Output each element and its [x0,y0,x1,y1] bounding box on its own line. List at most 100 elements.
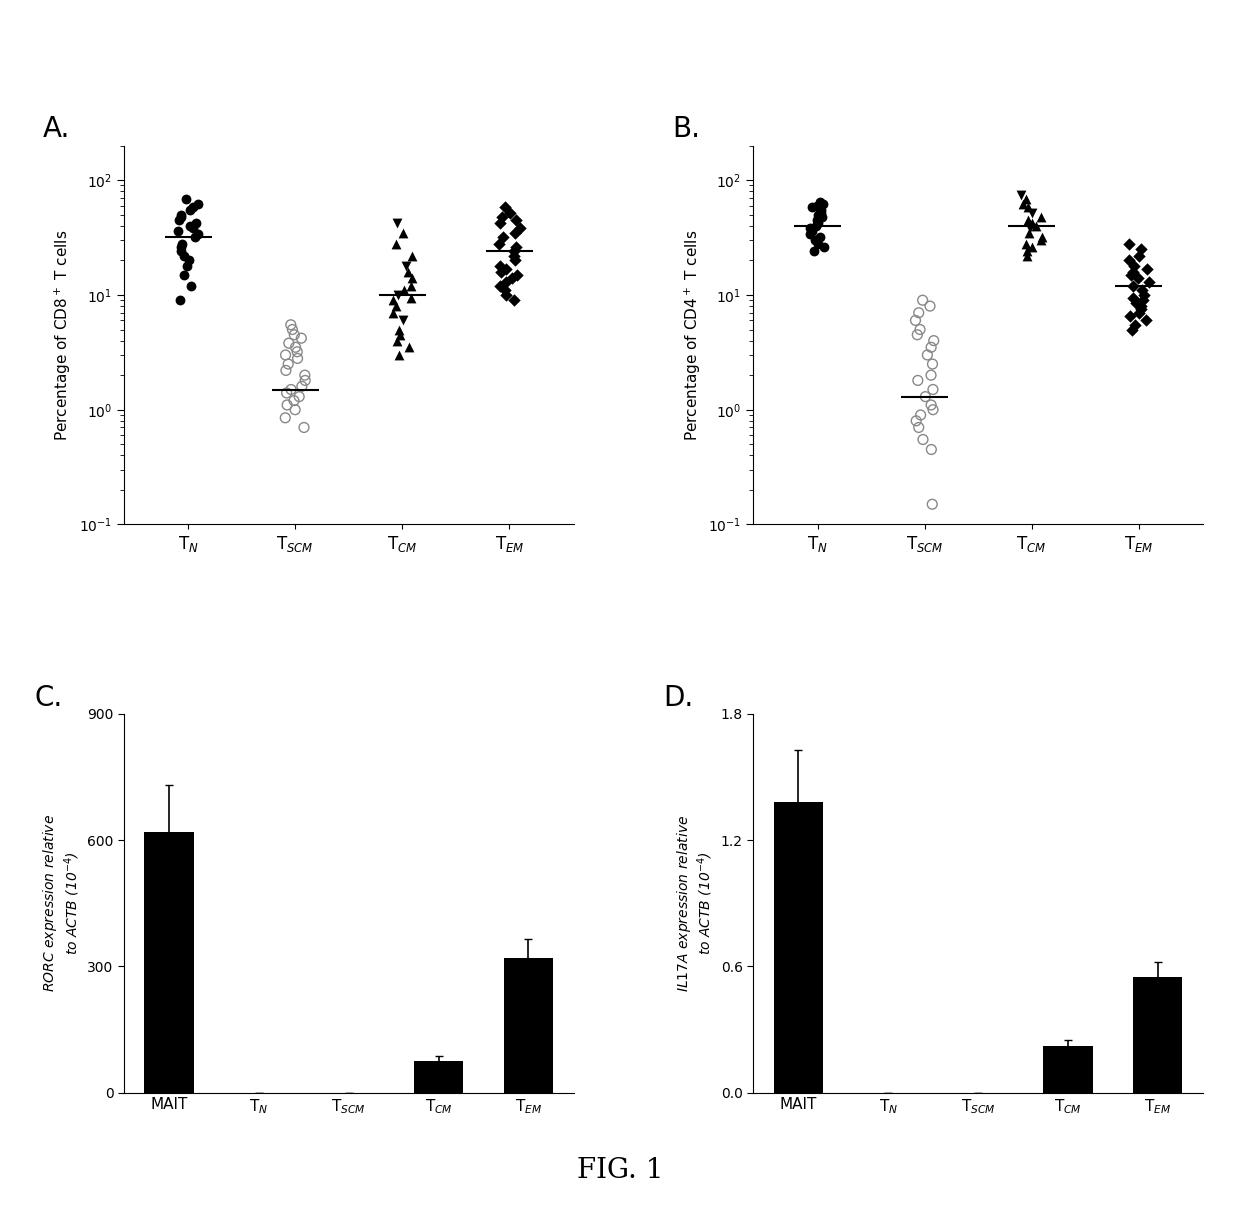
Point [275,408,295,427]
Point [1131,239,1151,259]
Point [1125,316,1145,335]
Text: FIG. 1: FIG. 1 [577,1157,663,1184]
Bar [774,802,823,1093]
Point [171,238,191,257]
Y-axis label: $RORC$ expression relative
to $ACTB$ (10$^{-4}$): $RORC$ expression relative to $ACTB$ (10… [41,815,82,992]
Point [401,276,420,295]
Point [1130,304,1149,323]
Point [177,256,197,276]
Point [496,285,516,305]
Point [1013,194,1033,214]
Point [1022,214,1042,233]
Point [386,234,405,254]
Bar [414,1061,464,1093]
Point [915,387,935,407]
Point [182,219,202,238]
Point [921,396,941,415]
Point [1120,307,1140,327]
Point [507,265,527,284]
Point [1022,203,1042,222]
Point [1011,185,1030,204]
Point [172,234,192,254]
Point [807,195,827,215]
Point [275,345,295,364]
Point [278,396,298,415]
Point [403,246,423,266]
Point [1017,234,1037,254]
Point [171,290,191,310]
Point [169,221,188,240]
Point [923,399,942,419]
Point [920,296,940,316]
Point [923,354,942,374]
Point [490,276,510,295]
Point [1132,280,1152,300]
Text: A.: A. [43,115,71,143]
Point [1123,262,1143,282]
Point [281,316,301,335]
Point [171,242,191,261]
Point [288,342,308,362]
Bar [503,958,553,1093]
Point [277,361,296,380]
Point [1126,294,1146,313]
Point [1135,285,1154,305]
Point [295,370,315,390]
Point [905,311,925,330]
Point [1017,246,1037,266]
Point [1121,265,1141,284]
Point [181,216,201,236]
Point [1128,268,1148,288]
Point [186,214,206,233]
Point [906,412,926,431]
Point [284,391,304,410]
Point [181,276,201,295]
Point [1032,208,1052,227]
Point [285,337,305,357]
Point [490,214,510,233]
Point [1123,288,1143,307]
Point [396,256,415,276]
Point [489,234,508,254]
Point [402,288,422,307]
Point [283,319,303,339]
Point [393,311,413,330]
Point [1118,234,1138,254]
Point [386,296,405,316]
Point [1136,311,1156,330]
Point [1123,276,1143,295]
Y-axis label: Percentage of CD4$^+$ T cells: Percentage of CD4$^+$ T cells [682,229,703,441]
Point [918,345,937,364]
Point [496,259,516,278]
Point [1137,259,1157,278]
Point [383,290,403,310]
Point [179,251,198,271]
Point [802,198,822,217]
Point [186,227,206,246]
Point [284,325,304,345]
Point [1018,198,1038,217]
Point [176,189,196,209]
Point [398,262,418,282]
Y-axis label: Percentage of CD8$^+$ T cells: Percentage of CD8$^+$ T cells [53,229,73,441]
Point [169,210,188,229]
Point [1016,189,1035,209]
Point [801,219,821,238]
Point [810,227,830,246]
Text: D.: D. [663,683,693,711]
Text: C.: C. [33,683,62,711]
Point [811,200,831,220]
Point [807,234,827,254]
Point [278,354,298,374]
Point [1022,238,1042,257]
Point [506,238,526,257]
Point [1025,216,1045,236]
Point [805,231,825,250]
Point [495,280,515,300]
Point [510,219,529,238]
Point [277,384,296,403]
Point [505,251,525,271]
Point [810,192,830,211]
Point [1132,300,1152,319]
Point [923,494,942,514]
